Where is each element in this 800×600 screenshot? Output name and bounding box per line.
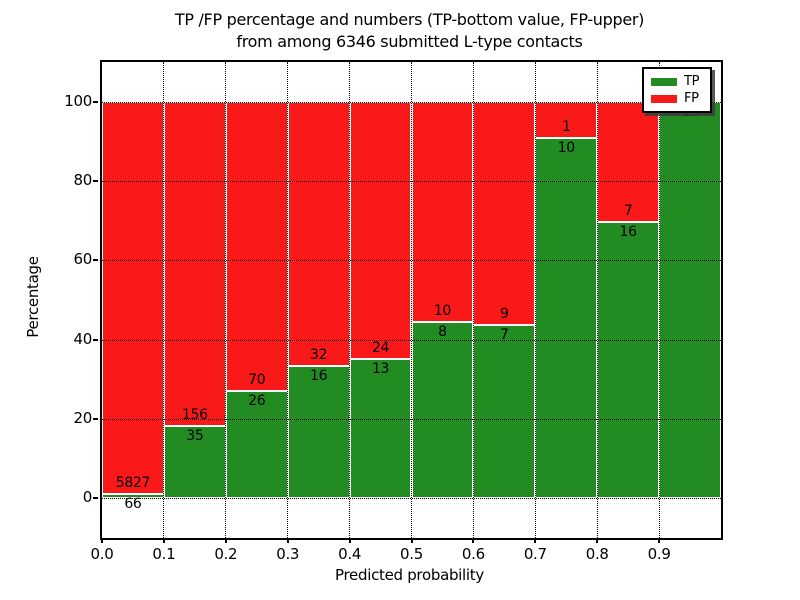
bar-tp-0.4-0.5	[349, 358, 412, 499]
y-tick-label-60: 60	[73, 250, 93, 269]
tp-color-swatch	[651, 77, 677, 86]
y-tick-label-20: 20	[73, 409, 93, 427]
x-tick-0.7	[534, 538, 537, 543]
x-tick-0.2	[224, 538, 227, 543]
x-tick-label-0.3: 0.3	[276, 545, 300, 563]
x-tick-label-0.7: 0.7	[523, 545, 547, 563]
y-tick-0	[93, 497, 98, 500]
gridline-v-0.2	[225, 62, 227, 538]
x-tick-label-0.0: 0.0	[90, 545, 114, 563]
bar-tp-0.9-1.0	[659, 101, 721, 499]
bar-tp-0.3-0.4	[287, 366, 350, 499]
x-tick-0.1	[162, 538, 165, 543]
x-tick-0.8	[596, 538, 599, 543]
gridline-v-0.5	[411, 62, 412, 538]
bar-tp-0.1-0.2	[163, 425, 226, 499]
bar-fp-0.8-0.9	[597, 101, 660, 223]
bar-fp-0.0-0.1	[102, 101, 164, 494]
legend-label-fp: FP	[684, 91, 699, 106]
fp-count-label: 32	[310, 347, 328, 364]
chart-title-line2: from among 6346 submitted L-type contact…	[236, 32, 583, 51]
gridline-v-0.4	[349, 62, 351, 538]
gridline-v-0.9	[658, 62, 660, 538]
bar-fp-0.1-0.2	[163, 101, 226, 426]
plot-inner: 5827661563570263216241310897110716013	[102, 62, 721, 538]
bar-fp-0.5-0.6	[411, 101, 474, 323]
tp-count-label: 66	[124, 495, 142, 512]
fp-count-label: 156	[181, 406, 208, 423]
y-tick-80	[93, 180, 98, 182]
y-tick-40	[93, 338, 98, 341]
bar-fp-0.4-0.5	[349, 101, 412, 359]
fp-color-swatch	[651, 94, 677, 103]
fp-count-label: 9	[500, 305, 509, 322]
fp-count-label: 24	[371, 339, 390, 356]
bar-tp-0.5-0.6	[411, 322, 474, 499]
x-tick-label-0.6: 0.6	[461, 545, 485, 563]
tp-count-label: 8	[438, 324, 447, 341]
x-tick-0.3	[286, 538, 289, 543]
fp-count-label: 10	[433, 303, 452, 320]
y-tick-label-40: 40	[73, 329, 93, 348]
bar-fp-0.6-0.7	[473, 101, 536, 325]
bar-tp-0.8-0.9	[597, 222, 660, 499]
bar-tp-0.7-0.8	[535, 137, 598, 499]
x-axis-label: Predicted probability	[335, 566, 484, 584]
tp-count-label: 35	[186, 427, 204, 444]
y-tick-label-80: 80	[73, 171, 93, 189]
chart-title-line1: TP /FP percentage and numbers (TP-bottom…	[174, 10, 645, 29]
tp-count-label: 16	[310, 368, 328, 385]
legend-item-fp: FP	[644, 92, 710, 105]
x-tick-label-0.1: 0.1	[152, 545, 176, 563]
y-tick-label-100: 100	[64, 91, 92, 110]
x-tick-label-0.2: 0.2	[214, 545, 238, 563]
tp-count-label: 10	[557, 139, 576, 156]
x-tick-0.9	[658, 538, 661, 543]
x-tick-label-0.4: 0.4	[338, 545, 362, 563]
legend-item-tp: TP	[644, 75, 710, 88]
x-tick-0.6	[472, 538, 475, 543]
legend-box: TP FP	[642, 67, 712, 113]
bar-fp-0.2-0.3	[225, 101, 288, 391]
tp-count-label: 26	[248, 392, 266, 409]
x-tick-0.4	[348, 538, 351, 543]
tp-count-label: 13	[371, 360, 390, 377]
y-tick-60	[93, 259, 98, 262]
bar-tp-0.6-0.7	[473, 324, 536, 499]
y-tick-label-0: 0	[82, 488, 93, 507]
x-tick-0.5	[410, 538, 413, 543]
x-tick-0.0	[101, 538, 103, 543]
gridline-v-0.6	[472, 62, 474, 538]
tp-count-label: 16	[619, 224, 638, 241]
fp-count-label: 7	[623, 203, 633, 220]
legend-label-tp: TP	[684, 74, 700, 89]
bar-fp-0.3-0.4	[287, 101, 350, 367]
x-tick-label-0.8: 0.8	[585, 545, 609, 563]
plot-area: 5827661563570263216241310897110716013	[100, 60, 723, 540]
gridline-v-0.8	[596, 62, 598, 538]
y-tick-20	[93, 418, 98, 420]
x-tick-label-0.9: 0.9	[647, 545, 671, 563]
y-tick-100	[93, 100, 98, 103]
gridline-v-0.7	[534, 62, 536, 538]
fp-count-label: 5827	[115, 474, 151, 491]
fp-count-label: 1	[561, 118, 571, 135]
tp-count-label: 7	[500, 326, 509, 343]
gridline-v-0.3	[287, 62, 289, 538]
gridline-v-0.1	[163, 62, 165, 538]
fp-count-label: 70	[248, 371, 266, 388]
x-tick-label-0.5: 0.5	[400, 545, 423, 563]
